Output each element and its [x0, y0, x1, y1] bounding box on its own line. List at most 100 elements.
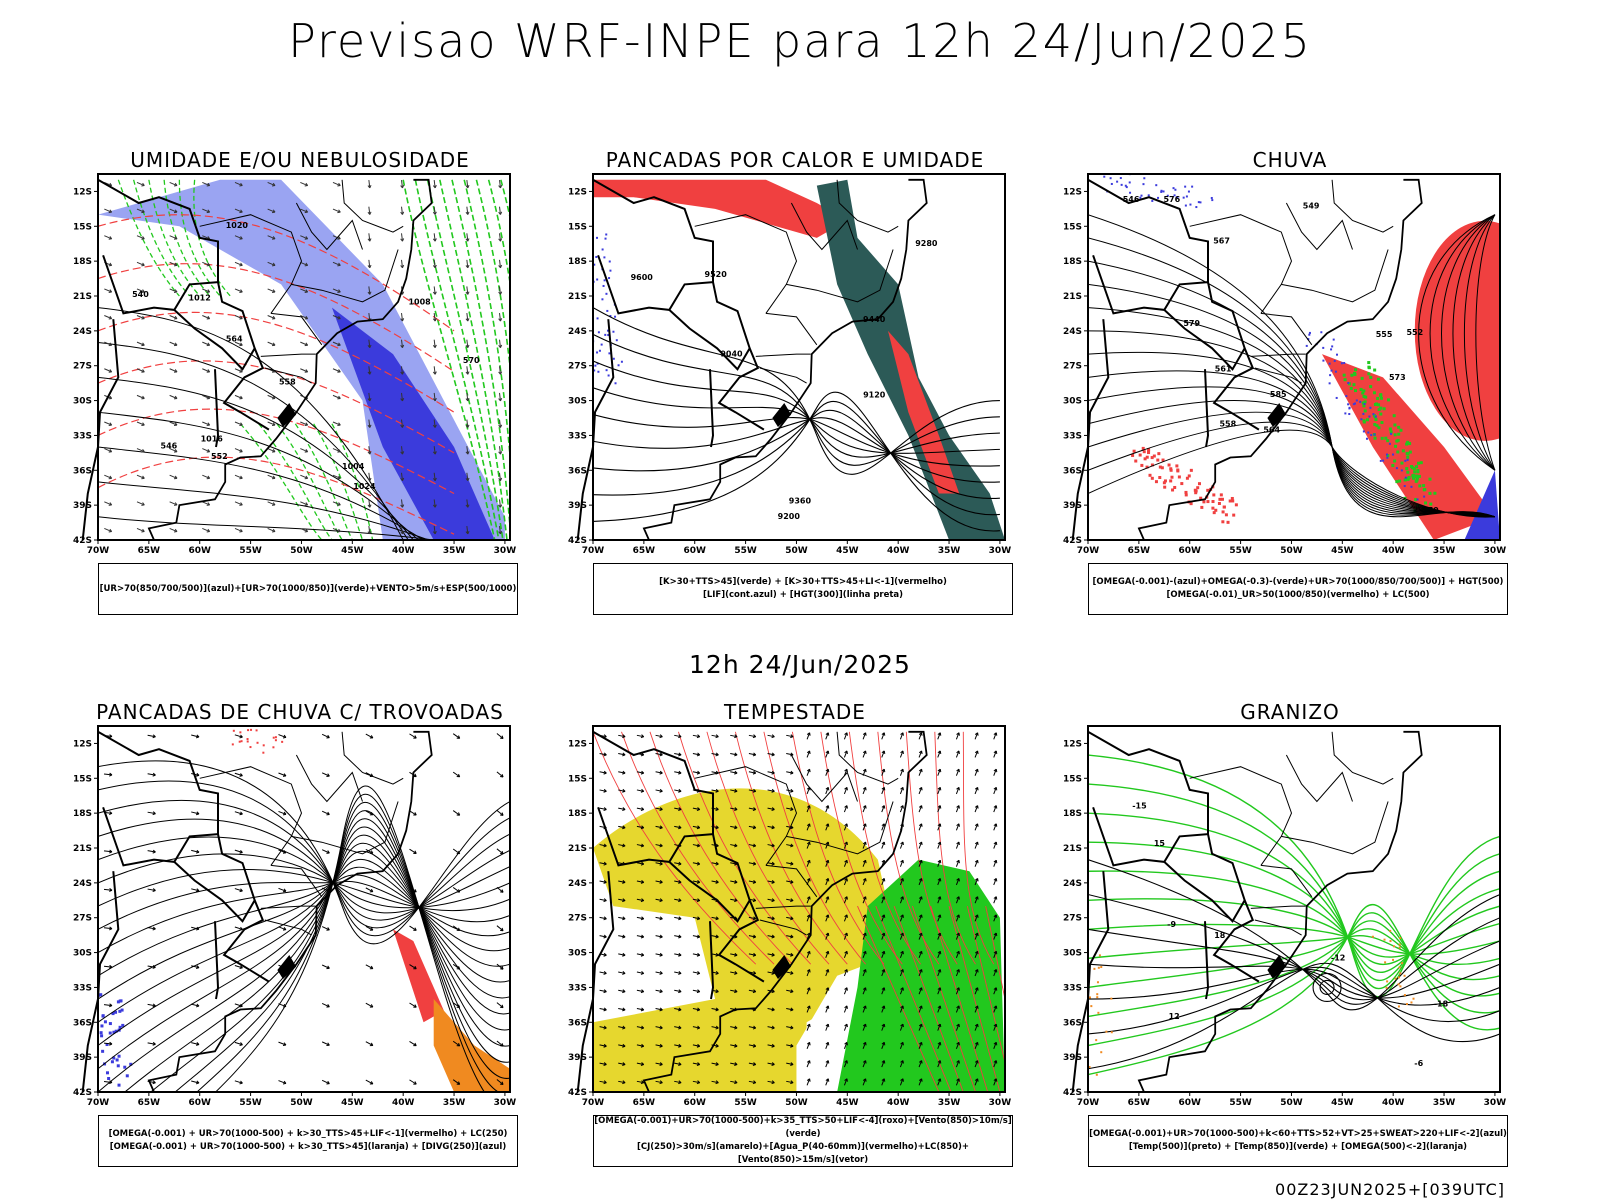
speckle [1418, 484, 1422, 488]
wind-vector [748, 1026, 756, 1029]
legend-line: [OMEGA(-0.01)_UR>50(1000/850)(vermelho) … [1166, 590, 1430, 600]
speckle [1408, 450, 1412, 454]
wind-vector-head [825, 768, 830, 773]
contour-label: 1004 [342, 462, 365, 471]
lon-tick-label: 30W [1484, 546, 1507, 556]
geography [1071, 730, 1423, 1093]
wind-vector-head [603, 934, 607, 939]
wind-vector-head [937, 768, 942, 773]
wind-vector [955, 787, 960, 795]
wind-vector-head [771, 1007, 775, 1012]
wind-vector-head [937, 1078, 942, 1082]
country-border [1092, 254, 1209, 315]
speckle [1363, 400, 1367, 404]
wind-vector-head [413, 1042, 417, 1047]
wind-vector-head [715, 1080, 719, 1085]
wind-vector-head [173, 395, 178, 400]
wind-vector-head [337, 448, 341, 453]
speckle [274, 739, 277, 742]
wind-vector-head [862, 932, 867, 937]
contour-line [1088, 923, 1500, 955]
speckle [1403, 974, 1406, 977]
wind-vector [899, 1042, 904, 1050]
wind-vector [806, 987, 811, 995]
speckle [1365, 437, 1368, 440]
wind-vector-head [109, 849, 113, 854]
wind-vector [655, 898, 663, 902]
wind-vector [862, 1005, 867, 1013]
wind-vector [655, 825, 663, 829]
wind-vector [278, 810, 287, 815]
wind-vector-head [659, 879, 663, 884]
speckle [607, 334, 610, 337]
wind-vector [955, 951, 960, 958]
wind-vector [401, 366, 403, 375]
speckle [1330, 348, 1333, 351]
lat-tick-label: 30S [1063, 397, 1082, 407]
wind-vector [655, 734, 663, 738]
wind-vector-head [304, 528, 309, 533]
speckle [609, 315, 612, 318]
wind-vector [692, 844, 700, 847]
wind-vector-head [918, 823, 923, 827]
wind-vector [899, 1005, 904, 1013]
wind-vector [974, 805, 979, 813]
speckle [108, 1022, 112, 1026]
state-border [199, 766, 303, 866]
wind-vector [843, 1078, 848, 1086]
wind-vector-head [918, 1060, 923, 1064]
wind-vector [169, 368, 178, 373]
wind-vector [496, 848, 504, 855]
speckle [1359, 400, 1362, 403]
wind-vector-head [603, 1062, 607, 1066]
wind-vector [499, 525, 501, 535]
wind-vector-head [465, 291, 470, 295]
wind-vector-head [881, 841, 886, 846]
contour-line [593, 409, 1000, 499]
wind-vector [955, 1060, 960, 1068]
wind-vector-head [326, 1080, 330, 1085]
map-pancadas-calor: 9600 952094409360928092009120904012S15S18… [568, 173, 1011, 556]
wind-vector-head [752, 843, 757, 848]
lat-tick-label: 18S [73, 809, 92, 819]
wind-vector [267, 341, 276, 346]
speckle [103, 1020, 107, 1024]
wind-vector [730, 1044, 738, 1047]
wind-vector [748, 1062, 756, 1065]
speckle [1415, 476, 1419, 480]
wind-vector-head [195, 811, 200, 816]
wind-vector [825, 1023, 829, 1031]
wind-vector-head [195, 849, 200, 854]
wind-vector [499, 472, 501, 481]
speckle [606, 309, 609, 312]
lon-tick-label: 45W [836, 546, 859, 556]
speckle [105, 1071, 109, 1075]
wind-vector [843, 1023, 848, 1031]
state-border [755, 353, 811, 357]
speckle [1176, 195, 1179, 198]
contour-line [124, 818, 510, 1092]
speckle [1096, 993, 1099, 996]
speckle [1097, 966, 1100, 969]
lon-tick-label: 45W [836, 1098, 859, 1108]
wind-vector-head [369, 927, 374, 931]
speckle [1406, 458, 1409, 461]
wind-vector [300, 448, 308, 453]
lat-tick-label: 33S [568, 983, 587, 993]
wind-vector-head [271, 475, 276, 480]
wind-vector [955, 969, 960, 977]
state-border [264, 919, 312, 936]
wind-vector [993, 1042, 997, 1050]
wind-vector-head [715, 734, 719, 739]
speckle [123, 1065, 127, 1069]
wind-vector-head [659, 971, 663, 975]
speckle [1147, 448, 1151, 452]
wind-vector [433, 233, 436, 242]
speckle [110, 1060, 114, 1064]
wind-vector [937, 914, 941, 922]
wind-vector [452, 733, 460, 739]
wind-vector-head [498, 477, 503, 482]
speckle [1411, 466, 1415, 470]
wind-vector-head [367, 477, 372, 482]
speckle [1363, 409, 1367, 413]
